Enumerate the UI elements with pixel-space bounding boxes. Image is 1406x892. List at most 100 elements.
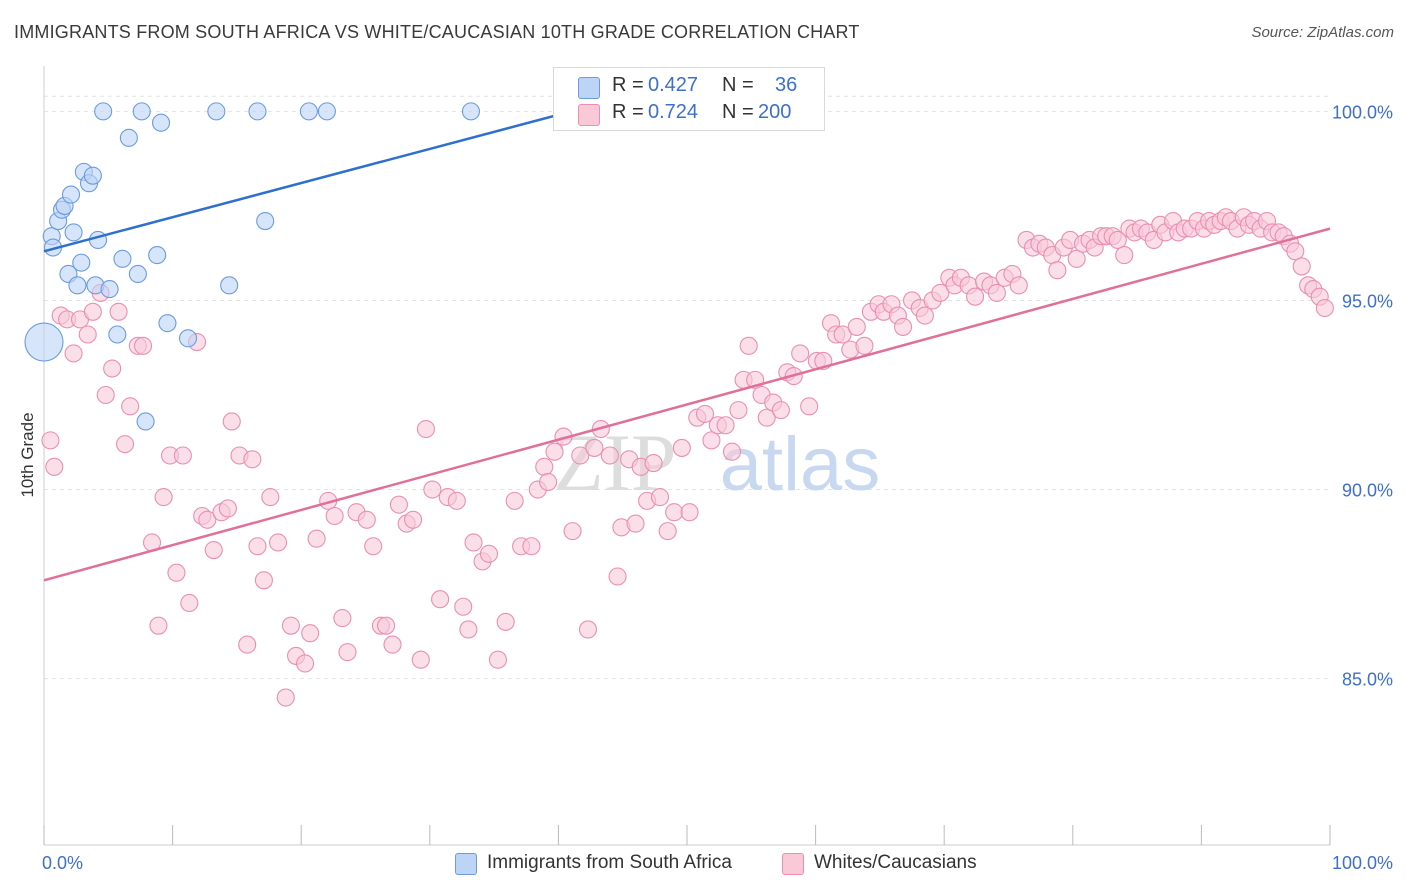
pink-point [464, 533, 483, 552]
blue-point [132, 102, 151, 121]
pink-point [600, 446, 619, 465]
blue-point [24, 322, 64, 362]
blue-point [178, 329, 198, 348]
blue-point [72, 253, 91, 272]
x-tick-label: 100.0% [1332, 853, 1393, 873]
pink-point [180, 593, 199, 613]
pink-point [276, 688, 295, 707]
series-legend: Immigrants from South Africa Whites/Cauc… [0, 852, 1406, 880]
grid [44, 95, 1330, 680]
pink-point [644, 454, 663, 473]
pink-point [64, 344, 83, 363]
legend-r-value-blue: 0.427 [648, 74, 699, 96]
blue-point [100, 280, 119, 299]
pink-point [103, 359, 122, 378]
legend-n-value-blue: 36 [775, 74, 798, 96]
pink-point [377, 616, 396, 635]
blue-point [61, 185, 81, 204]
series-legend-label-blue: Immigrants from South Africa [487, 852, 732, 873]
blue-point [158, 314, 177, 333]
pink-point [389, 495, 408, 514]
legend-r-value-pink: 0.724 [648, 101, 699, 123]
pink-point [578, 620, 598, 639]
series-legend-swatch-pink [782, 853, 804, 875]
legend-row-blue: R = 0.427 N = 36 [554, 74, 824, 100]
pink-point [672, 438, 691, 457]
pink-point [800, 397, 819, 416]
y-tick-label: 95.0% [1342, 291, 1393, 311]
pink-point [133, 336, 153, 355]
pink-point [479, 544, 499, 563]
pink-point [488, 650, 508, 669]
pink-point [115, 435, 135, 454]
pink-point [269, 533, 288, 552]
pink-point [966, 287, 985, 306]
pink-point [1286, 242, 1305, 261]
pink-point [791, 344, 810, 363]
blue-point [299, 102, 318, 121]
pink-point [222, 412, 241, 431]
pink-point [729, 401, 748, 420]
pink-point [167, 563, 186, 582]
legend-n-value-pink: 200 [758, 101, 792, 123]
blue-point [317, 102, 336, 121]
pink-point [893, 317, 913, 336]
pink-point [757, 408, 776, 427]
pink-point [1108, 230, 1127, 250]
pink-point [931, 283, 950, 302]
blue-point [83, 166, 102, 185]
blue-point [461, 102, 481, 121]
pink-point [301, 624, 320, 643]
tick-labels: 100.0% 95.0% 90.0% 85.0% 0.0% 100.0% [42, 102, 1393, 873]
pink-point [325, 506, 344, 526]
pink-point [96, 385, 115, 405]
blue-point [256, 211, 275, 231]
pink-point [307, 529, 326, 548]
pink-point [109, 302, 128, 321]
pink-point [585, 438, 604, 457]
blue-point [151, 113, 171, 132]
pink-point [496, 612, 515, 631]
pink-point [702, 431, 721, 450]
axes [43, 66, 1331, 846]
pink-point [535, 457, 554, 476]
blue-point [108, 325, 127, 344]
legend-row-pink: R = 0.724 N = 200 [554, 101, 824, 127]
pink-point [83, 302, 102, 321]
pink-point [739, 336, 758, 355]
pink-point [1048, 261, 1067, 280]
x-tick-label: 0.0% [42, 853, 83, 873]
pink-point [243, 450, 262, 469]
pink-point [571, 446, 590, 465]
pink-point [154, 488, 173, 507]
pink-point [545, 442, 564, 461]
pink-point [254, 571, 273, 590]
pink-point [722, 442, 742, 461]
pink-point [173, 446, 192, 465]
pink-points [41, 208, 1334, 707]
pink-point [505, 491, 524, 510]
pink-point [423, 480, 442, 499]
pink-point [658, 522, 677, 541]
pink-point [855, 336, 874, 355]
pink-point [539, 472, 558, 492]
watermark-atlas: atlas [720, 422, 881, 507]
pink-trend-line [43, 227, 1331, 582]
chart-title: IMMIGRANTS FROM SOUTH AFRICA VS WHITE/CA… [14, 22, 860, 42]
pink-point [45, 457, 64, 476]
trend-lines [43, 110, 1331, 582]
legend-swatch-blue [578, 77, 600, 99]
y-tick-label: 85.0% [1342, 670, 1393, 690]
series-legend-label-pink: Whites/Caucasians [814, 852, 977, 873]
legend-n-label: N = [722, 101, 754, 123]
blue-trend-line [43, 110, 572, 253]
pink-point [261, 488, 280, 507]
blue-point [207, 102, 226, 121]
blue-points [24, 102, 756, 431]
pink-point [1315, 298, 1334, 318]
pink-point [563, 522, 582, 541]
blue-point [248, 102, 267, 121]
blue-point [119, 128, 138, 147]
legend-r-label: R = [612, 74, 644, 96]
